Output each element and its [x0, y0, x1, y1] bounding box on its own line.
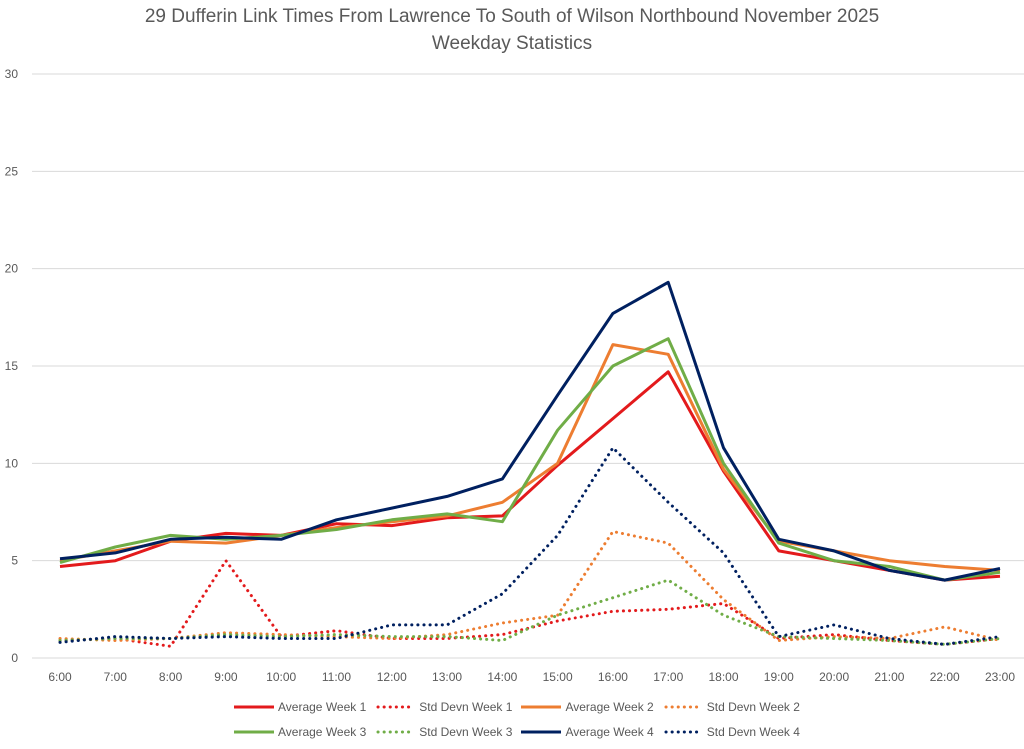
x-tick-label: 23:00 — [985, 670, 1015, 684]
legend-swatch — [234, 705, 274, 709]
x-tick-label: 11:00 — [322, 670, 351, 684]
y-tick-label: 25 — [5, 164, 19, 178]
legend-label: Std Devn Week 2 — [706, 700, 800, 714]
chart-subtitle: Weekday Statistics — [431, 33, 593, 54]
y-tick-label: 15 — [5, 359, 19, 373]
legend-label: Average Week 3 — [278, 725, 367, 739]
series-lines — [58, 280, 1002, 648]
legend-label: Average Week 1 — [278, 700, 367, 714]
x-tick-label: 9:00 — [214, 670, 238, 684]
legend-swatch — [376, 705, 414, 709]
legend-label: Std Devn Week 1 — [419, 700, 513, 714]
legend-label: Average Week 4 — [565, 725, 654, 739]
series-line-std-devn-week-4 — [58, 446, 1002, 646]
x-tick-label: 12:00 — [377, 670, 407, 684]
series-line-std-devn-week-2 — [58, 530, 1002, 642]
x-tick-label: 6:00 — [48, 670, 72, 684]
legend-item: Std Devn Week 4 — [662, 725, 806, 739]
legend-swatch — [521, 730, 562, 734]
legend-swatch — [234, 730, 274, 734]
y-axis-ticks: 0 5 10 15 20 25 30 — [5, 67, 19, 665]
y-tick-label: 10 — [5, 456, 19, 470]
series-line-average-week-2 — [59, 343, 1001, 572]
x-tick-label: 21:00 — [874, 670, 904, 684]
x-tick-label: 17:00 — [653, 670, 683, 684]
x-tick-label: 13:00 — [432, 670, 462, 684]
legend-swatch — [521, 705, 562, 709]
y-tick-label: 20 — [5, 262, 19, 276]
series-line-std-devn-week-1 — [58, 559, 1002, 648]
x-tick-label: 7:00 — [104, 670, 128, 684]
legend-item: Average Week 1 — [233, 700, 372, 714]
x-tick-label: 20:00 — [819, 670, 849, 684]
legend-label: Std Devn Week 3 — [419, 725, 513, 739]
legend-item: Average Week 4 — [520, 725, 659, 739]
legend-swatch — [376, 730, 414, 734]
x-tick-label: 18:00 — [709, 670, 739, 684]
x-tick-label: 22:00 — [930, 670, 960, 684]
legend-item: Average Week 2 — [520, 700, 659, 714]
x-tick-label: 16:00 — [598, 670, 628, 684]
legend-row: Average Week 3 Std Devn Week 3 Average Wee… — [233, 724, 808, 740]
x-tick-label: 15:00 — [543, 670, 573, 684]
legend-swatch — [664, 705, 702, 709]
x-tick-label: 10:00 — [266, 670, 296, 684]
legend-item: Std Devn Week 2 — [662, 700, 806, 714]
x-tick-label: 8:00 — [159, 670, 183, 684]
chart-title: 29 Dufferin Link Times From Lawrence To … — [144, 6, 880, 27]
x-axis-ticks: 6:00 7:00 8:00 9:00 10:00 11:00 12:00 13:00 14:0… — [48, 670, 1015, 684]
legend-label: Std Devn Week 4 — [706, 725, 800, 739]
y-tick-label: 0 — [11, 651, 18, 665]
legend-item: Std Devn Week 3 — [374, 725, 518, 739]
series-line-average-week-4 — [59, 280, 1001, 582]
legend-item: Average Week 3 — [233, 725, 372, 739]
y-tick-label: 5 — [11, 554, 18, 568]
legend-row: Average Week 1 Std Devn Week 1 Average Wee… — [233, 699, 808, 715]
legend-swatch — [664, 730, 702, 734]
y-tick-label: 30 — [5, 67, 19, 81]
series-line-average-week-3 — [59, 337, 1001, 582]
x-tick-label: 19:00 — [764, 670, 794, 684]
legend-item: Std Devn Week 1 — [374, 700, 518, 714]
legend-label: Average Week 2 — [565, 700, 654, 714]
gridlines — [32, 73, 1024, 659]
x-tick-label: 14:00 — [487, 670, 517, 684]
